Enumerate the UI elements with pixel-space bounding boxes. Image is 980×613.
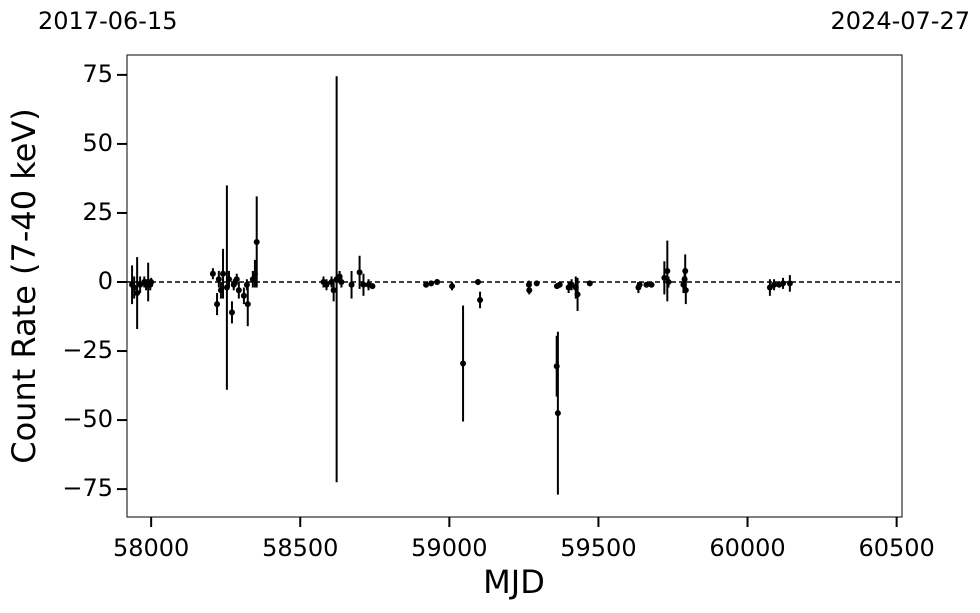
x-tick-label: 58000 xyxy=(113,534,189,562)
start-date-label: 2017-06-15 xyxy=(38,7,177,35)
y-tick-label: 75 xyxy=(82,60,113,88)
y-tick-label: −75 xyxy=(62,474,113,502)
data-point xyxy=(244,301,251,308)
x-axis-label: MJD xyxy=(483,563,545,601)
data-point xyxy=(525,281,532,288)
data-point xyxy=(230,281,237,288)
y-tick-label: −50 xyxy=(62,405,113,433)
data-point xyxy=(148,278,155,285)
data-point xyxy=(449,283,456,290)
data-point xyxy=(360,281,367,288)
data-point xyxy=(209,270,216,277)
data-point xyxy=(648,281,655,288)
data-point xyxy=(526,287,533,294)
data-point xyxy=(434,278,441,285)
data-point xyxy=(348,281,355,288)
data-point xyxy=(225,276,232,283)
x-tick-label: 58500 xyxy=(262,534,338,562)
data-point xyxy=(423,281,430,288)
data-point xyxy=(338,278,345,285)
data-point xyxy=(586,280,593,287)
data-point xyxy=(477,296,484,303)
x-tick-label: 59000 xyxy=(411,534,487,562)
data-point xyxy=(771,281,778,288)
data-point xyxy=(554,410,561,417)
data-point xyxy=(474,278,481,285)
data-point xyxy=(220,270,227,277)
data-point xyxy=(664,267,671,274)
y-axis-label: Count Rate (7-40 keV) xyxy=(5,108,43,463)
data-point xyxy=(661,274,668,281)
data-point xyxy=(253,238,260,245)
data-point xyxy=(682,287,689,294)
data-point xyxy=(636,281,643,288)
data-point xyxy=(643,281,650,288)
data-point xyxy=(240,292,247,299)
plot-frame xyxy=(126,54,903,518)
x-tick-label: 60000 xyxy=(709,534,785,562)
data-point xyxy=(356,269,363,276)
data-point xyxy=(235,287,242,294)
end-date-label: 2024-07-27 xyxy=(831,7,970,35)
data-point xyxy=(214,301,221,308)
data-point xyxy=(665,278,672,285)
data-point xyxy=(556,281,563,288)
y-tick-label: 25 xyxy=(82,198,113,226)
data-point xyxy=(330,287,337,294)
data-point xyxy=(460,360,467,367)
data-point xyxy=(786,280,793,287)
data-point xyxy=(428,280,435,287)
data-point xyxy=(780,280,787,287)
data-point xyxy=(323,281,330,288)
data-point xyxy=(215,276,222,283)
y-tick-label: −25 xyxy=(62,336,113,364)
data-point xyxy=(228,309,235,316)
x-tick-label: 60500 xyxy=(858,534,934,562)
data-point xyxy=(682,267,689,274)
data-point xyxy=(574,291,581,298)
data-point xyxy=(134,290,141,297)
data-point xyxy=(533,280,540,287)
y-tick-label: 0 xyxy=(98,267,113,295)
y-tick-label: 50 xyxy=(82,129,113,157)
x-tick-label: 59500 xyxy=(560,534,636,562)
data-point xyxy=(131,284,138,291)
data-point xyxy=(233,276,240,283)
data-point xyxy=(369,283,376,290)
